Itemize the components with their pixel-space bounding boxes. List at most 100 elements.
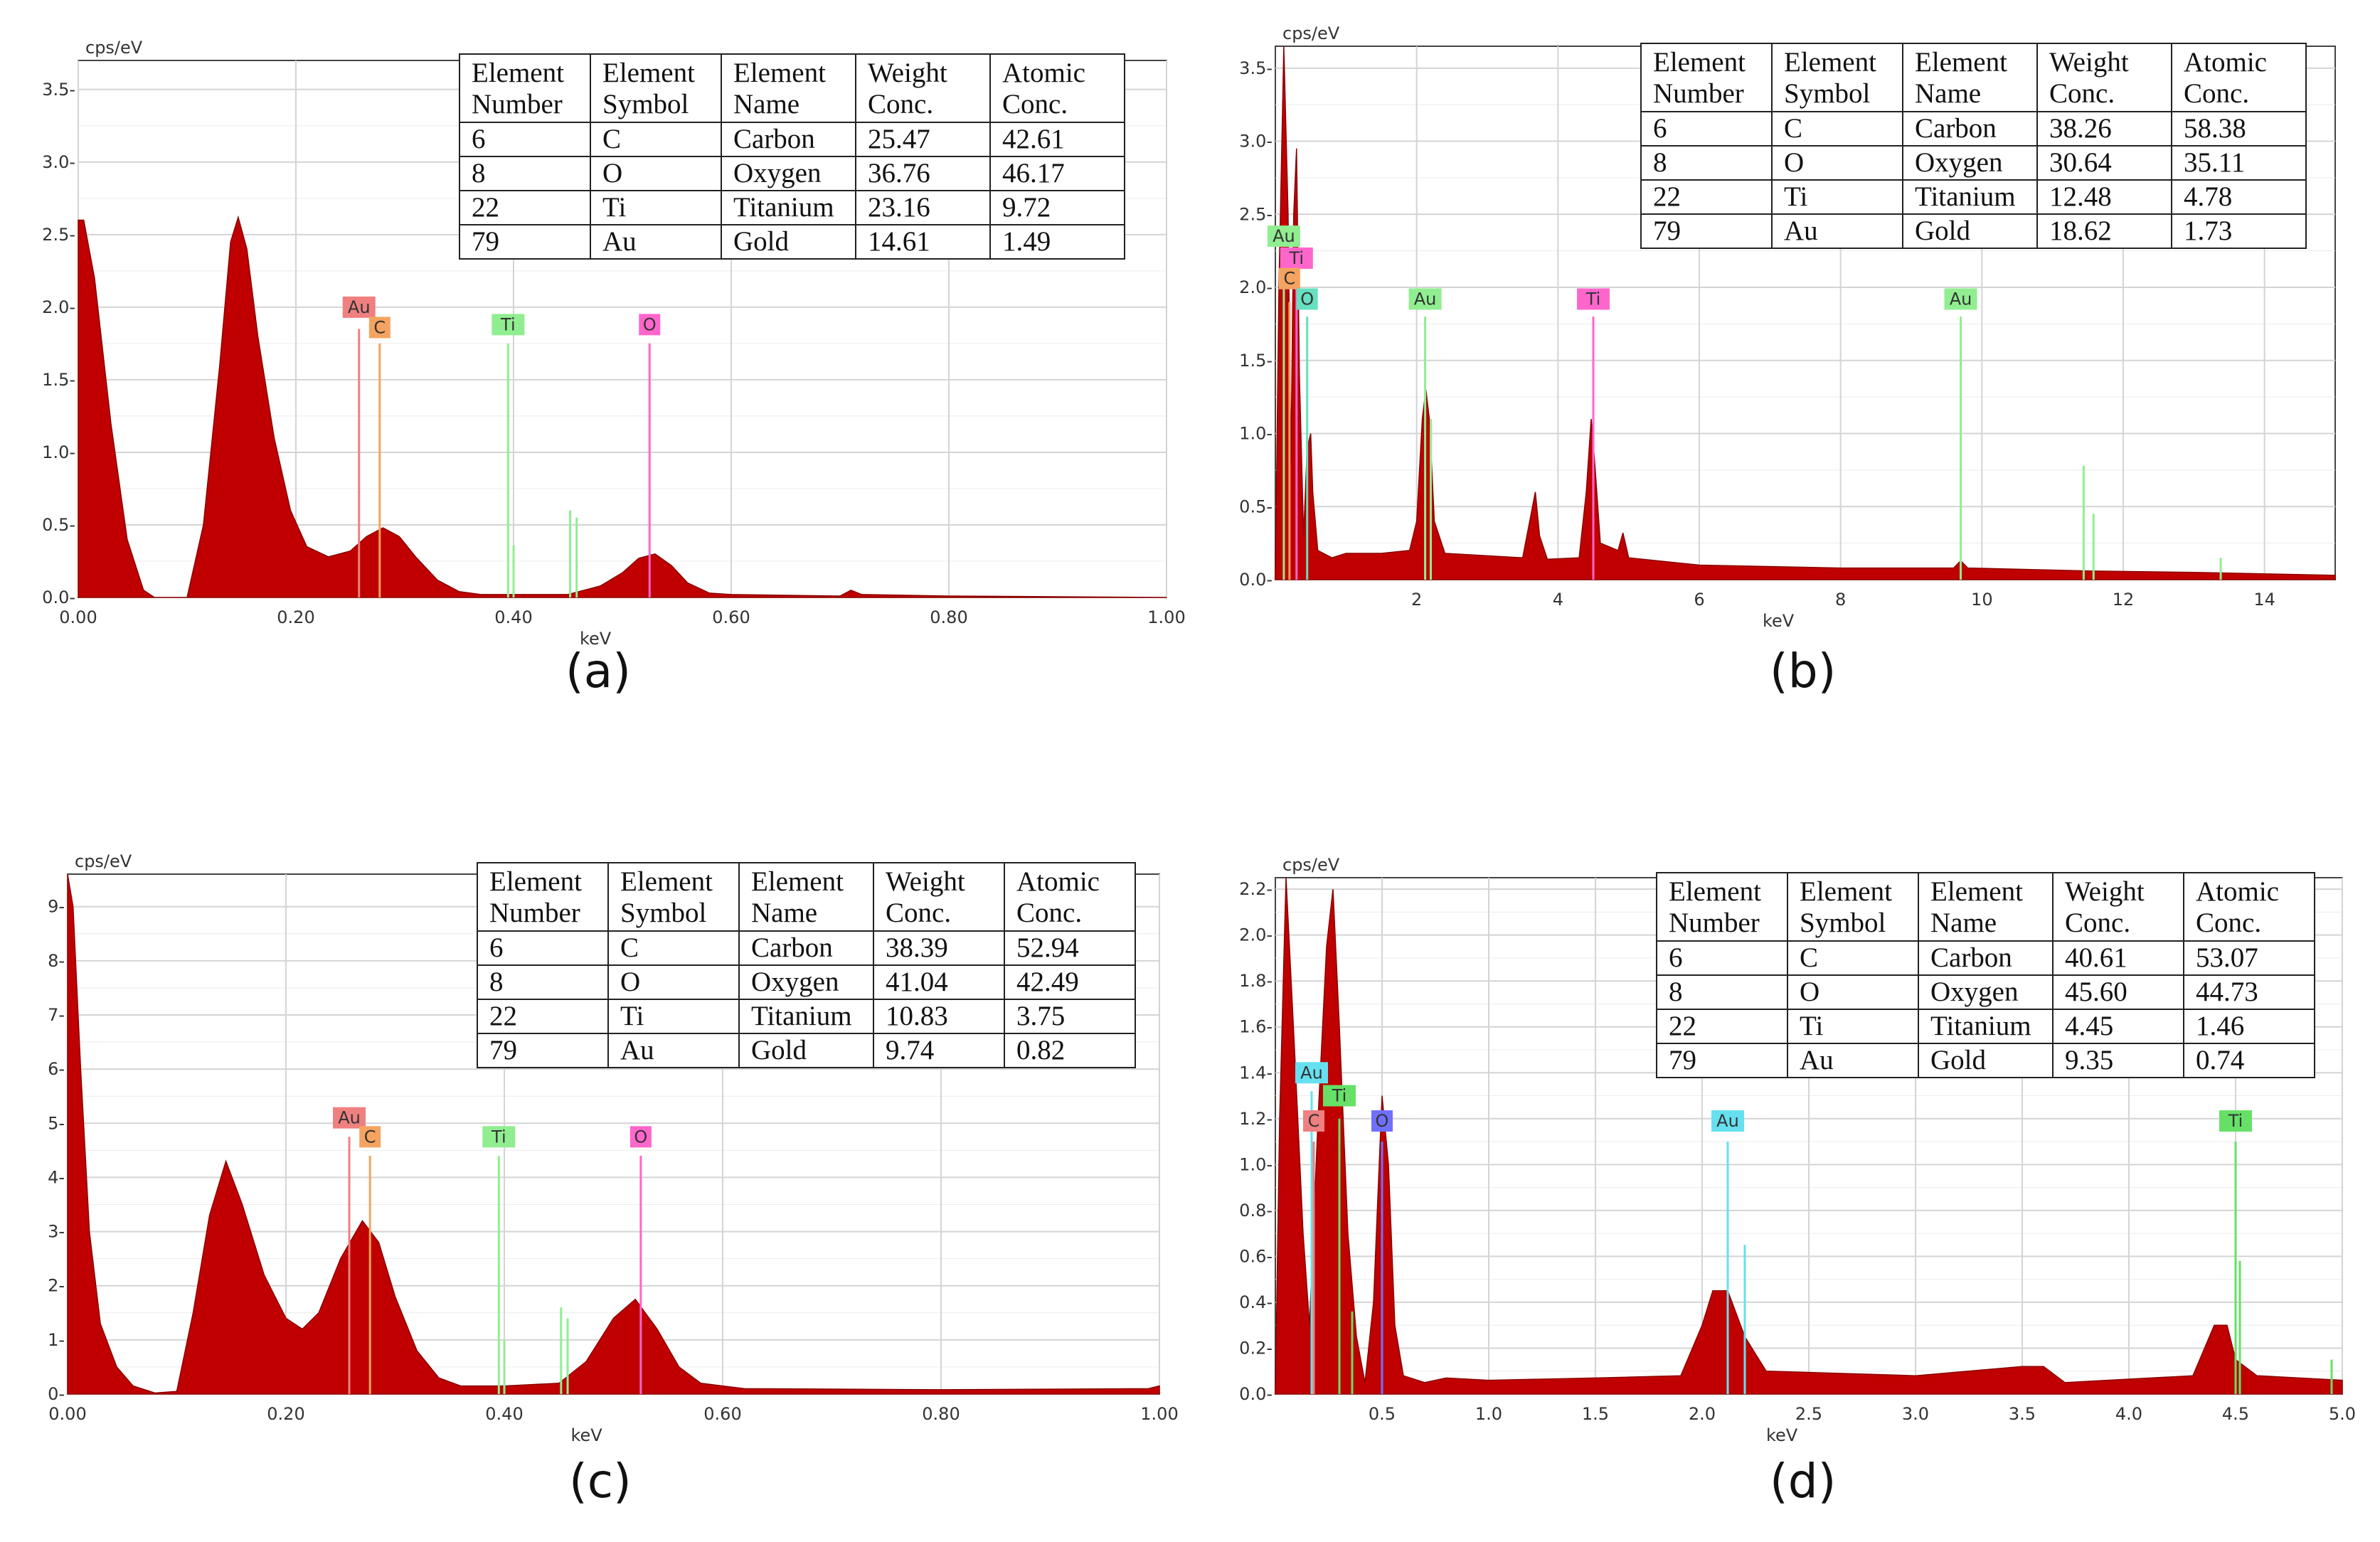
- element-label: Au: [1273, 226, 1295, 246]
- x-tick-label: 0.40: [485, 1404, 523, 1424]
- y-tick-label: 5-: [48, 1113, 65, 1133]
- table-row: 22 Ti Titanium 23.16 9.72: [459, 191, 1125, 225]
- x-tick-label: 12: [2113, 590, 2135, 610]
- panel-caption: (a): [565, 644, 631, 698]
- y-tick-label: 1.2-: [1239, 1109, 1273, 1129]
- y-tick-label: 0.0-: [1239, 570, 1273, 590]
- table-row: 22 Ti Titanium 10.83 3.75: [477, 999, 1135, 1033]
- x-tick-label: 4.0: [2115, 1404, 2142, 1424]
- x-tick-label: 0.60: [712, 607, 750, 627]
- x-tick-label: 1.00: [1140, 1404, 1178, 1424]
- y-tick-label: 2.0-: [1239, 925, 1273, 945]
- y-tick-label: 1.4-: [1239, 1063, 1273, 1083]
- y-tick-label: 0.0-: [42, 587, 75, 607]
- y-tick-label: 1.5-: [1239, 351, 1273, 371]
- x-tick-label: 0.20: [267, 1404, 304, 1424]
- composition-table: Element Number Element Symbol Element Name …: [1656, 872, 2315, 1078]
- element-label: O: [1376, 1111, 1389, 1131]
- y-tick-label: 2-: [48, 1276, 65, 1296]
- y-tick-label: 0.8-: [1239, 1201, 1273, 1221]
- element-label: O: [643, 314, 657, 334]
- table-row: 8 O Oxygen 30.64 35.11: [1641, 146, 2306, 180]
- element-label: Ti: [500, 314, 516, 334]
- x-tick-label: 0.00: [48, 1404, 86, 1424]
- x-tick-label: 14: [2253, 590, 2275, 610]
- element-label: C: [364, 1127, 376, 1147]
- table-row: 8 O Oxygen 41.04 42.49: [477, 965, 1135, 999]
- element-label: Au: [348, 297, 371, 317]
- y-tick-label: 1.8-: [1239, 971, 1273, 991]
- table-row: 6 C Carbon 38.26 58.38: [1641, 112, 2306, 146]
- x-tick-label: 0.40: [494, 607, 532, 627]
- y-tick-label: 0.5-: [42, 515, 75, 535]
- y-tick-label: 9-: [48, 897, 65, 917]
- panel-a: Au C Ti O 0.0- 0.5- 1.0- 1.5- 2.0- 2.5- 3.0- 3.5- 0.…: [0, 0, 1190, 771]
- element-label: C: [373, 317, 386, 337]
- table-row: 6 C Carbon 25.47 42.61: [459, 122, 1125, 156]
- element-label: Ti: [2228, 1111, 2243, 1131]
- x-tick-label: 5.0: [2329, 1404, 2356, 1424]
- element-label: Ti: [1585, 289, 1601, 309]
- y-axis-title: cps/eV: [1282, 855, 1340, 875]
- composition-table: Element Number Element Symbol Element Name …: [1640, 43, 2307, 249]
- y-tick-label: 1.5-: [42, 370, 75, 390]
- y-tick-label: 8-: [48, 951, 65, 971]
- element-label: C: [1283, 269, 1295, 289]
- x-tick-label: 10: [1971, 590, 1993, 610]
- element-label: Au: [1300, 1063, 1323, 1083]
- x-tick-label: 6: [1694, 590, 1704, 610]
- y-tick-label: 0-: [48, 1384, 65, 1404]
- element-label: Ti: [491, 1127, 506, 1147]
- y-tick-label: 3-: [48, 1222, 65, 1242]
- table-row: 8 O Oxygen 45.60 44.73: [1657, 975, 2315, 1009]
- panel-b: Au Ti C O Au Ti Au 0.0- 0.5- 1.0- 1.5- 2.0- 2.5- 3.0-…: [1190, 0, 2380, 771]
- y-axis-title: cps/eV: [75, 851, 132, 871]
- element-label: Au: [1950, 289, 1972, 309]
- y-tick-label: 3.5-: [42, 80, 75, 100]
- table-row: 22 Ti Titanium 12.48 4.78: [1641, 180, 2306, 214]
- element-label: C: [1308, 1111, 1320, 1131]
- y-tick-label: 0.0-: [1239, 1384, 1273, 1404]
- x-tick-label: 0.80: [930, 607, 967, 627]
- panel-c: Au C Ti O 0- 1- 2- 3- 4- 5- 6- 7- 8- 9- 0.00 0.20 0.40 0.…: [0, 771, 1190, 1542]
- y-tick-label: 0.5-: [1239, 496, 1273, 516]
- table-row: 79 Au Gold 18.62 1.73: [1641, 214, 2306, 248]
- y-tick-label: 0.2-: [1239, 1338, 1273, 1358]
- composition-table: Element Number Element Symbol Element Name …: [459, 53, 1125, 260]
- y-tick-label: 0.6-: [1239, 1246, 1273, 1266]
- x-tick-label: 2.5: [1795, 1404, 1822, 1424]
- x-tick-label: 2: [1411, 590, 1422, 610]
- x-tick-label: 3.0: [1902, 1404, 1929, 1424]
- y-tick-label: 4-: [48, 1167, 65, 1187]
- panel-caption: (d): [1770, 1454, 1836, 1509]
- element-label: Au: [338, 1108, 361, 1128]
- x-tick-label: 1.0: [1475, 1404, 1502, 1424]
- element-label: Ti: [1289, 248, 1305, 268]
- panel-caption: (b): [1770, 644, 1836, 698]
- x-tick-label: 1.00: [1147, 607, 1185, 627]
- y-tick-label: 1.0-: [42, 442, 75, 462]
- y-tick-label: 2.5-: [1239, 204, 1273, 224]
- y-tick-label: 2.2-: [1239, 879, 1273, 899]
- x-tick-label: 0.60: [703, 1404, 741, 1424]
- x-axis-title: keV: [1766, 1425, 1798, 1445]
- table-row: 6 C Carbon 40.61 53.07: [1657, 941, 2315, 975]
- x-tick-label: 2.0: [1689, 1404, 1716, 1424]
- table-row: 79 Au Gold 14.61 1.49: [459, 225, 1125, 259]
- y-tick-label: 3.5-: [1239, 58, 1273, 78]
- composition-table: Element Number Element Symbol Element Name …: [477, 862, 1136, 1068]
- y-tick-label: 3.0-: [42, 152, 75, 172]
- x-tick-label: 4.5: [2222, 1404, 2249, 1424]
- element-label: O: [634, 1127, 647, 1147]
- x-tick-label: 0.20: [277, 607, 314, 627]
- y-tick-label: 2.5-: [42, 225, 75, 245]
- panel-caption: (c): [569, 1454, 632, 1509]
- table-row: 8 O Oxygen 36.76 46.17: [459, 156, 1125, 191]
- y-tick-label: 2.0-: [1239, 277, 1273, 297]
- element-label: Au: [1716, 1111, 1739, 1131]
- x-tick-label: 0.5: [1369, 1404, 1396, 1424]
- element-label: Au: [1414, 289, 1437, 309]
- x-axis-title: keV: [1763, 611, 1795, 631]
- table-row: 79 Au Gold 9.35 0.74: [1657, 1043, 2315, 1078]
- x-tick-label: 3.5: [2009, 1404, 2036, 1424]
